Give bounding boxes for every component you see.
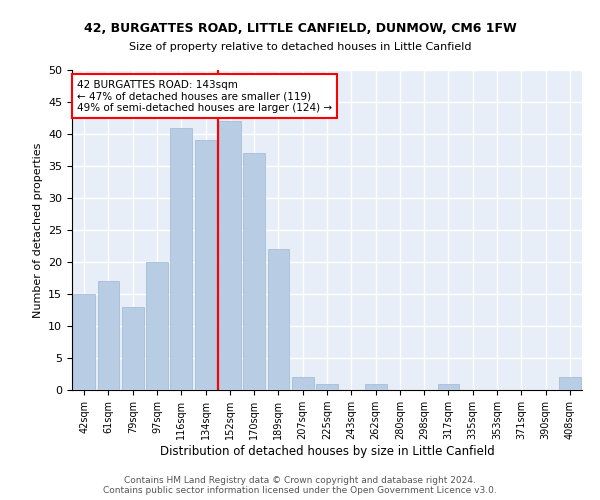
Bar [365,384,386,390]
Bar [292,377,314,390]
Bar [219,121,241,390]
Bar [268,249,289,390]
Bar [316,384,338,390]
Bar [122,307,143,390]
Bar [194,140,217,390]
Text: Size of property relative to detached houses in Little Canfield: Size of property relative to detached ho… [129,42,471,52]
Text: Contains HM Land Registry data © Crown copyright and database right 2024.
Contai: Contains HM Land Registry data © Crown c… [103,476,497,495]
Bar [73,294,95,390]
Text: 42 BURGATTES ROAD: 143sqm
← 47% of detached houses are smaller (119)
49% of semi: 42 BURGATTES ROAD: 143sqm ← 47% of detac… [77,80,332,113]
Bar [146,262,168,390]
Bar [170,128,192,390]
Bar [559,377,581,390]
Bar [243,153,265,390]
X-axis label: Distribution of detached houses by size in Little Canfield: Distribution of detached houses by size … [160,445,494,458]
Y-axis label: Number of detached properties: Number of detached properties [32,142,43,318]
Bar [97,281,119,390]
Bar [437,384,460,390]
Text: 42, BURGATTES ROAD, LITTLE CANFIELD, DUNMOW, CM6 1FW: 42, BURGATTES ROAD, LITTLE CANFIELD, DUN… [83,22,517,36]
